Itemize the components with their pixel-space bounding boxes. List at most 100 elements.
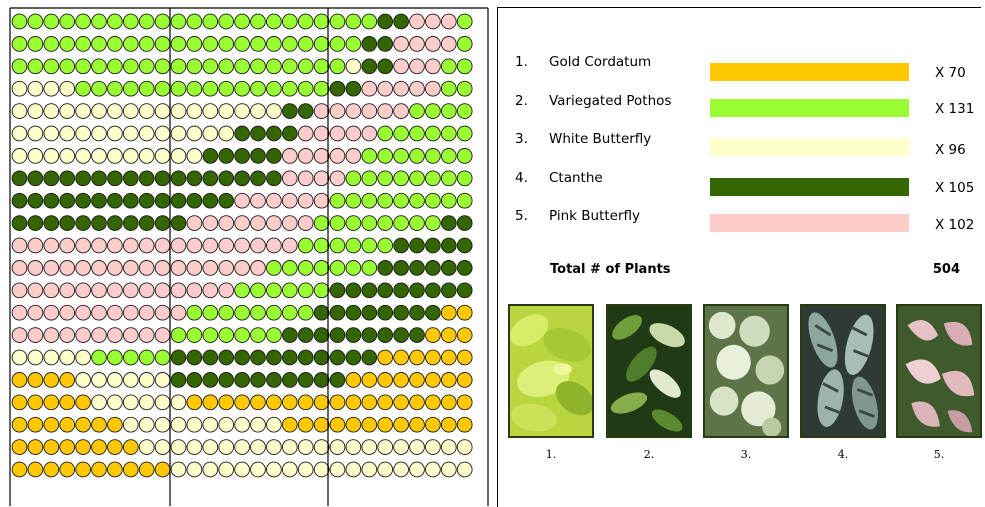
plant-dot-pink-butterfly: [281, 215, 298, 231]
plant-dot-white-butterfly: [138, 416, 155, 433]
plant-dot-ctanthe: [218, 349, 235, 366]
plant-dot-ctanthe: [345, 349, 362, 366]
plant-dot-ctanthe: [361, 58, 378, 75]
plant-dot-gold-cordatum: [59, 439, 76, 455]
plant-dot-pink-butterfly: [27, 304, 44, 321]
plant-dot-variegated-pothos: [250, 13, 266, 30]
plant-dot-variegated-pothos: [313, 58, 330, 75]
plant-dot-pink-butterfly: [122, 304, 139, 321]
plant-dot-pink-butterfly: [250, 215, 266, 231]
plant-dot-ctanthe: [234, 349, 250, 366]
plant-dot-gold-cordatum: [75, 439, 91, 455]
plant-dot-pink-butterfly: [186, 260, 203, 276]
legend-item-gold-cordatum: 1. Gold Cordatum X 70: [498, 54, 981, 84]
plant-dot-pink-butterfly: [59, 282, 76, 299]
plant-dot-variegated-pothos: [138, 80, 155, 97]
plant-dot-pink-butterfly: [329, 103, 346, 119]
plant-dot-gold-cordatum: [27, 439, 44, 455]
plant-dot-variegated-pothos: [345, 260, 362, 276]
plant-dot-pink-butterfly: [75, 237, 91, 254]
plant-dot-ctanthe: [266, 349, 282, 366]
plant-dot-ctanthe: [456, 260, 473, 276]
plant-dot-variegated-pothos: [170, 13, 187, 30]
plant-dot-pink-butterfly: [393, 103, 409, 119]
plant-dot-variegated-pothos: [234, 13, 250, 30]
plant-dot-pink-butterfly: [170, 282, 187, 299]
plant-dot-ctanthe: [170, 349, 187, 366]
plant-dot-gold-cordatum: [377, 394, 394, 411]
plant-dot-white-butterfly: [122, 125, 139, 142]
plant-dot-variegated-pothos: [345, 237, 362, 254]
plant-dot-pink-butterfly: [91, 260, 107, 276]
plant-dot-variegated-pothos: [425, 170, 441, 187]
plant-dot-variegated-pothos: [234, 282, 250, 299]
legend-number: 3.: [515, 131, 528, 147]
plant-dot-pink-butterfly: [59, 327, 76, 343]
plant-dot-variegated-pothos: [27, 13, 44, 30]
plant-dot-ctanthe: [266, 125, 282, 142]
legend-color-bar: [710, 178, 909, 196]
plant-dot-pink-butterfly: [281, 148, 298, 164]
plant-dot-variegated-pothos: [202, 36, 219, 52]
plant-dot-ctanthe: [281, 103, 298, 119]
plant-dot-ctanthe: [281, 372, 298, 388]
plant-dot-pink-butterfly: [27, 237, 44, 254]
plant-dot-white-butterfly: [91, 148, 107, 164]
plant-dot-gold-cordatum: [345, 372, 362, 388]
plant-dot-variegated-pothos: [409, 215, 425, 231]
plant-dot-variegated-pothos: [154, 13, 171, 30]
legend-plant-count: X 70: [935, 65, 966, 81]
plant-dot-variegated-pothos: [456, 125, 473, 142]
plant-dot-variegated-pothos: [329, 215, 346, 231]
plant-dot-variegated-pothos: [75, 80, 91, 97]
plant-dot-ctanthe: [313, 304, 330, 321]
plant-dot-ctanthe: [107, 192, 123, 209]
plant-dot-variegated-pothos: [43, 36, 60, 52]
plant-dot-variegated-pothos: [218, 80, 235, 97]
plant-dot-pink-butterfly: [313, 103, 330, 119]
plant-dot-gold-cordatum: [313, 394, 330, 411]
plant-dot-variegated-pothos: [313, 13, 330, 30]
plant-dot-ctanthe: [202, 372, 219, 388]
plant-dot-gold-cordatum: [75, 394, 91, 411]
plant-dot-variegated-pothos: [281, 260, 298, 276]
plant-dot-pink-butterfly: [202, 260, 219, 276]
plant-dot-ctanthe: [361, 36, 378, 52]
plant-dot-white-butterfly: [218, 439, 235, 455]
plant-dot-gold-cordatum: [440, 304, 457, 321]
plant-dot-white-butterfly: [425, 439, 441, 455]
plant-dot-pink-butterfly: [361, 80, 378, 97]
photo-caption: 3.: [740, 448, 752, 461]
plant-dot-white-butterfly: [75, 103, 91, 119]
plant-dot-ctanthe: [186, 349, 203, 366]
plant-dot-gold-cordatum: [43, 394, 60, 411]
plant-dot-gold-cordatum: [75, 461, 91, 478]
plant-dot-white-butterfly: [91, 372, 107, 388]
planting-grid-panel: [9, 7, 489, 506]
plant-dot-ctanthe: [202, 170, 219, 187]
plant-dot-white-butterfly: [27, 125, 44, 142]
plant-dot-pink-butterfly: [107, 237, 123, 254]
legend-plant-name: Ctanthe: [549, 170, 603, 186]
plant-dot-gold-cordatum: [425, 327, 441, 343]
plant-dot-gold-cordatum: [91, 439, 107, 455]
plant-dot-ctanthe: [75, 215, 91, 231]
plant-dot-pink-butterfly: [329, 170, 346, 187]
plant-dot-ctanthe: [377, 327, 394, 343]
legend-plant-count: X 105: [935, 180, 975, 196]
plant-dot-ctanthe: [59, 192, 76, 209]
plant-dot-pink-butterfly: [234, 215, 250, 231]
plant-dot-variegated-pothos: [266, 58, 282, 75]
plant-dot-variegated-pothos: [266, 282, 282, 299]
plant-dot-variegated-pothos: [297, 58, 314, 75]
pink-butterfly-photo: [896, 304, 982, 438]
plant-dot-variegated-pothos: [329, 13, 346, 30]
plant-dot-pink-butterfly: [440, 13, 457, 30]
plant-dot-variegated-pothos: [202, 327, 219, 343]
plant-dot-variegated-pothos: [154, 349, 171, 366]
plant-dot-white-butterfly: [91, 394, 107, 411]
plant-dot-ctanthe: [377, 260, 394, 276]
plant-dot-ctanthe: [218, 192, 235, 209]
plant-dot-white-butterfly: [107, 394, 123, 411]
plant-dot-ctanthe: [43, 192, 60, 209]
